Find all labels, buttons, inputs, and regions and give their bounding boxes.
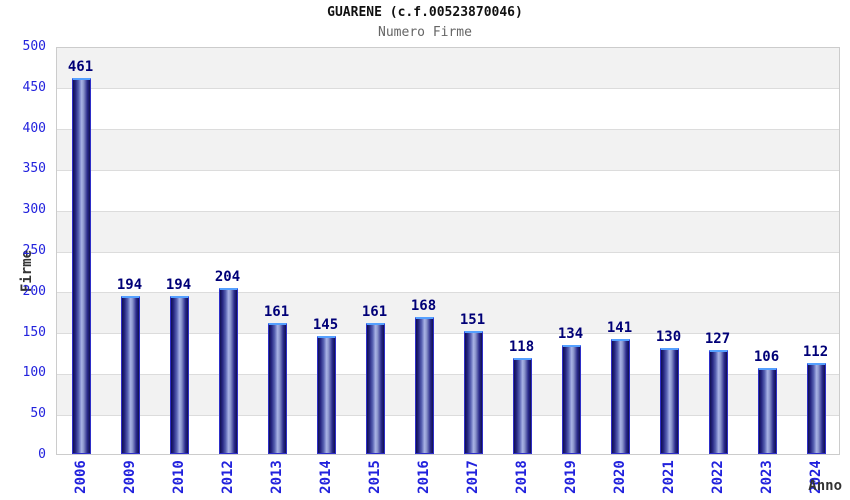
bar-2022	[708, 350, 728, 454]
x-tick-label-2010: 2010	[170, 460, 187, 494]
y-tick-label-200: 200	[22, 283, 46, 299]
y-tick-label-0: 0	[38, 447, 46, 462]
x-axis-label: Anno	[808, 478, 842, 494]
gridline-350	[57, 169, 839, 171]
bar-value-2019: 134	[557, 325, 584, 342]
bar-value-2021: 130	[655, 328, 682, 345]
y-tick-label-450: 450	[22, 79, 46, 95]
gridline-200	[57, 292, 839, 294]
gridline-300	[57, 210, 839, 212]
bar-2017	[463, 330, 483, 454]
bar-value-2006: 461	[67, 58, 94, 75]
bar-value-2010: 194	[165, 276, 192, 293]
bar-value-2017: 151	[459, 311, 486, 328]
gridline-150	[57, 333, 839, 335]
x-tick-label-2009: 2009	[121, 460, 138, 494]
bar-value-2012: 204	[214, 268, 241, 285]
x-tick-label-2013: 2013	[268, 460, 285, 494]
gridline-250	[57, 251, 839, 253]
bar-2023	[757, 367, 777, 454]
x-tick-label-2014: 2014	[317, 460, 334, 494]
bar-2006	[71, 77, 91, 454]
bar-2016	[414, 316, 434, 454]
bar-value-2013: 161	[263, 303, 290, 320]
bar-value-2018: 118	[508, 338, 535, 355]
y-tick-label-250: 250	[22, 243, 46, 258]
chart-subtitle: Numero Firme	[378, 25, 472, 40]
bar-value-2020: 141	[606, 319, 633, 336]
bar-2024	[806, 362, 826, 454]
chart-title: GUARENE (c.f.00523870046)	[327, 5, 523, 20]
y-tick-label-100: 100	[22, 365, 46, 381]
y-tick-label-400: 400	[22, 120, 46, 136]
x-tick-label-2022: 2022	[709, 460, 726, 494]
x-tick-label-2016: 2016	[415, 460, 432, 494]
y-tick-label-300: 300	[22, 202, 46, 218]
plot-area	[56, 47, 840, 455]
bar-value-2015: 161	[361, 303, 388, 320]
x-tick-label-2006: 2006	[72, 460, 89, 494]
x-tick-label-2018: 2018	[513, 460, 530, 494]
bar-2012	[218, 287, 238, 454]
bar-2021	[659, 347, 679, 454]
gridline-450	[57, 88, 839, 90]
bar-value-2022: 127	[704, 331, 731, 348]
x-tick-label-2012: 2012	[219, 460, 236, 494]
bar-value-2014: 145	[312, 316, 339, 333]
x-tick-label-2020: 2020	[611, 460, 628, 494]
bar-value-2024: 112	[802, 343, 829, 360]
gridline-50	[57, 414, 839, 416]
bar-2019	[561, 344, 581, 454]
y-tick-label-150: 150	[22, 324, 46, 340]
x-tick-label-2021: 2021	[660, 460, 677, 494]
bar-2014	[316, 335, 336, 454]
gridline-400	[57, 129, 839, 131]
y-tick-label-50: 50	[30, 406, 46, 422]
bar-2015	[365, 322, 385, 454]
gridline-100	[57, 373, 839, 375]
y-tick-label-500: 500	[22, 39, 46, 54]
x-tick-label-2019: 2019	[562, 460, 579, 494]
bar-2009	[120, 295, 140, 454]
x-tick-label-2017: 2017	[464, 460, 481, 494]
x-tick-label-2015: 2015	[366, 460, 383, 494]
bar-value-2009: 194	[116, 276, 143, 293]
bar-2010	[169, 295, 189, 454]
bar-2018	[512, 357, 532, 454]
y-tick-label-350: 350	[22, 161, 46, 177]
bar-value-2023: 106	[753, 348, 780, 365]
bar-value-2016: 168	[410, 297, 437, 314]
bar-2013	[267, 322, 287, 454]
bar-2020	[610, 338, 630, 454]
x-tick-label-2023: 2023	[758, 460, 775, 494]
